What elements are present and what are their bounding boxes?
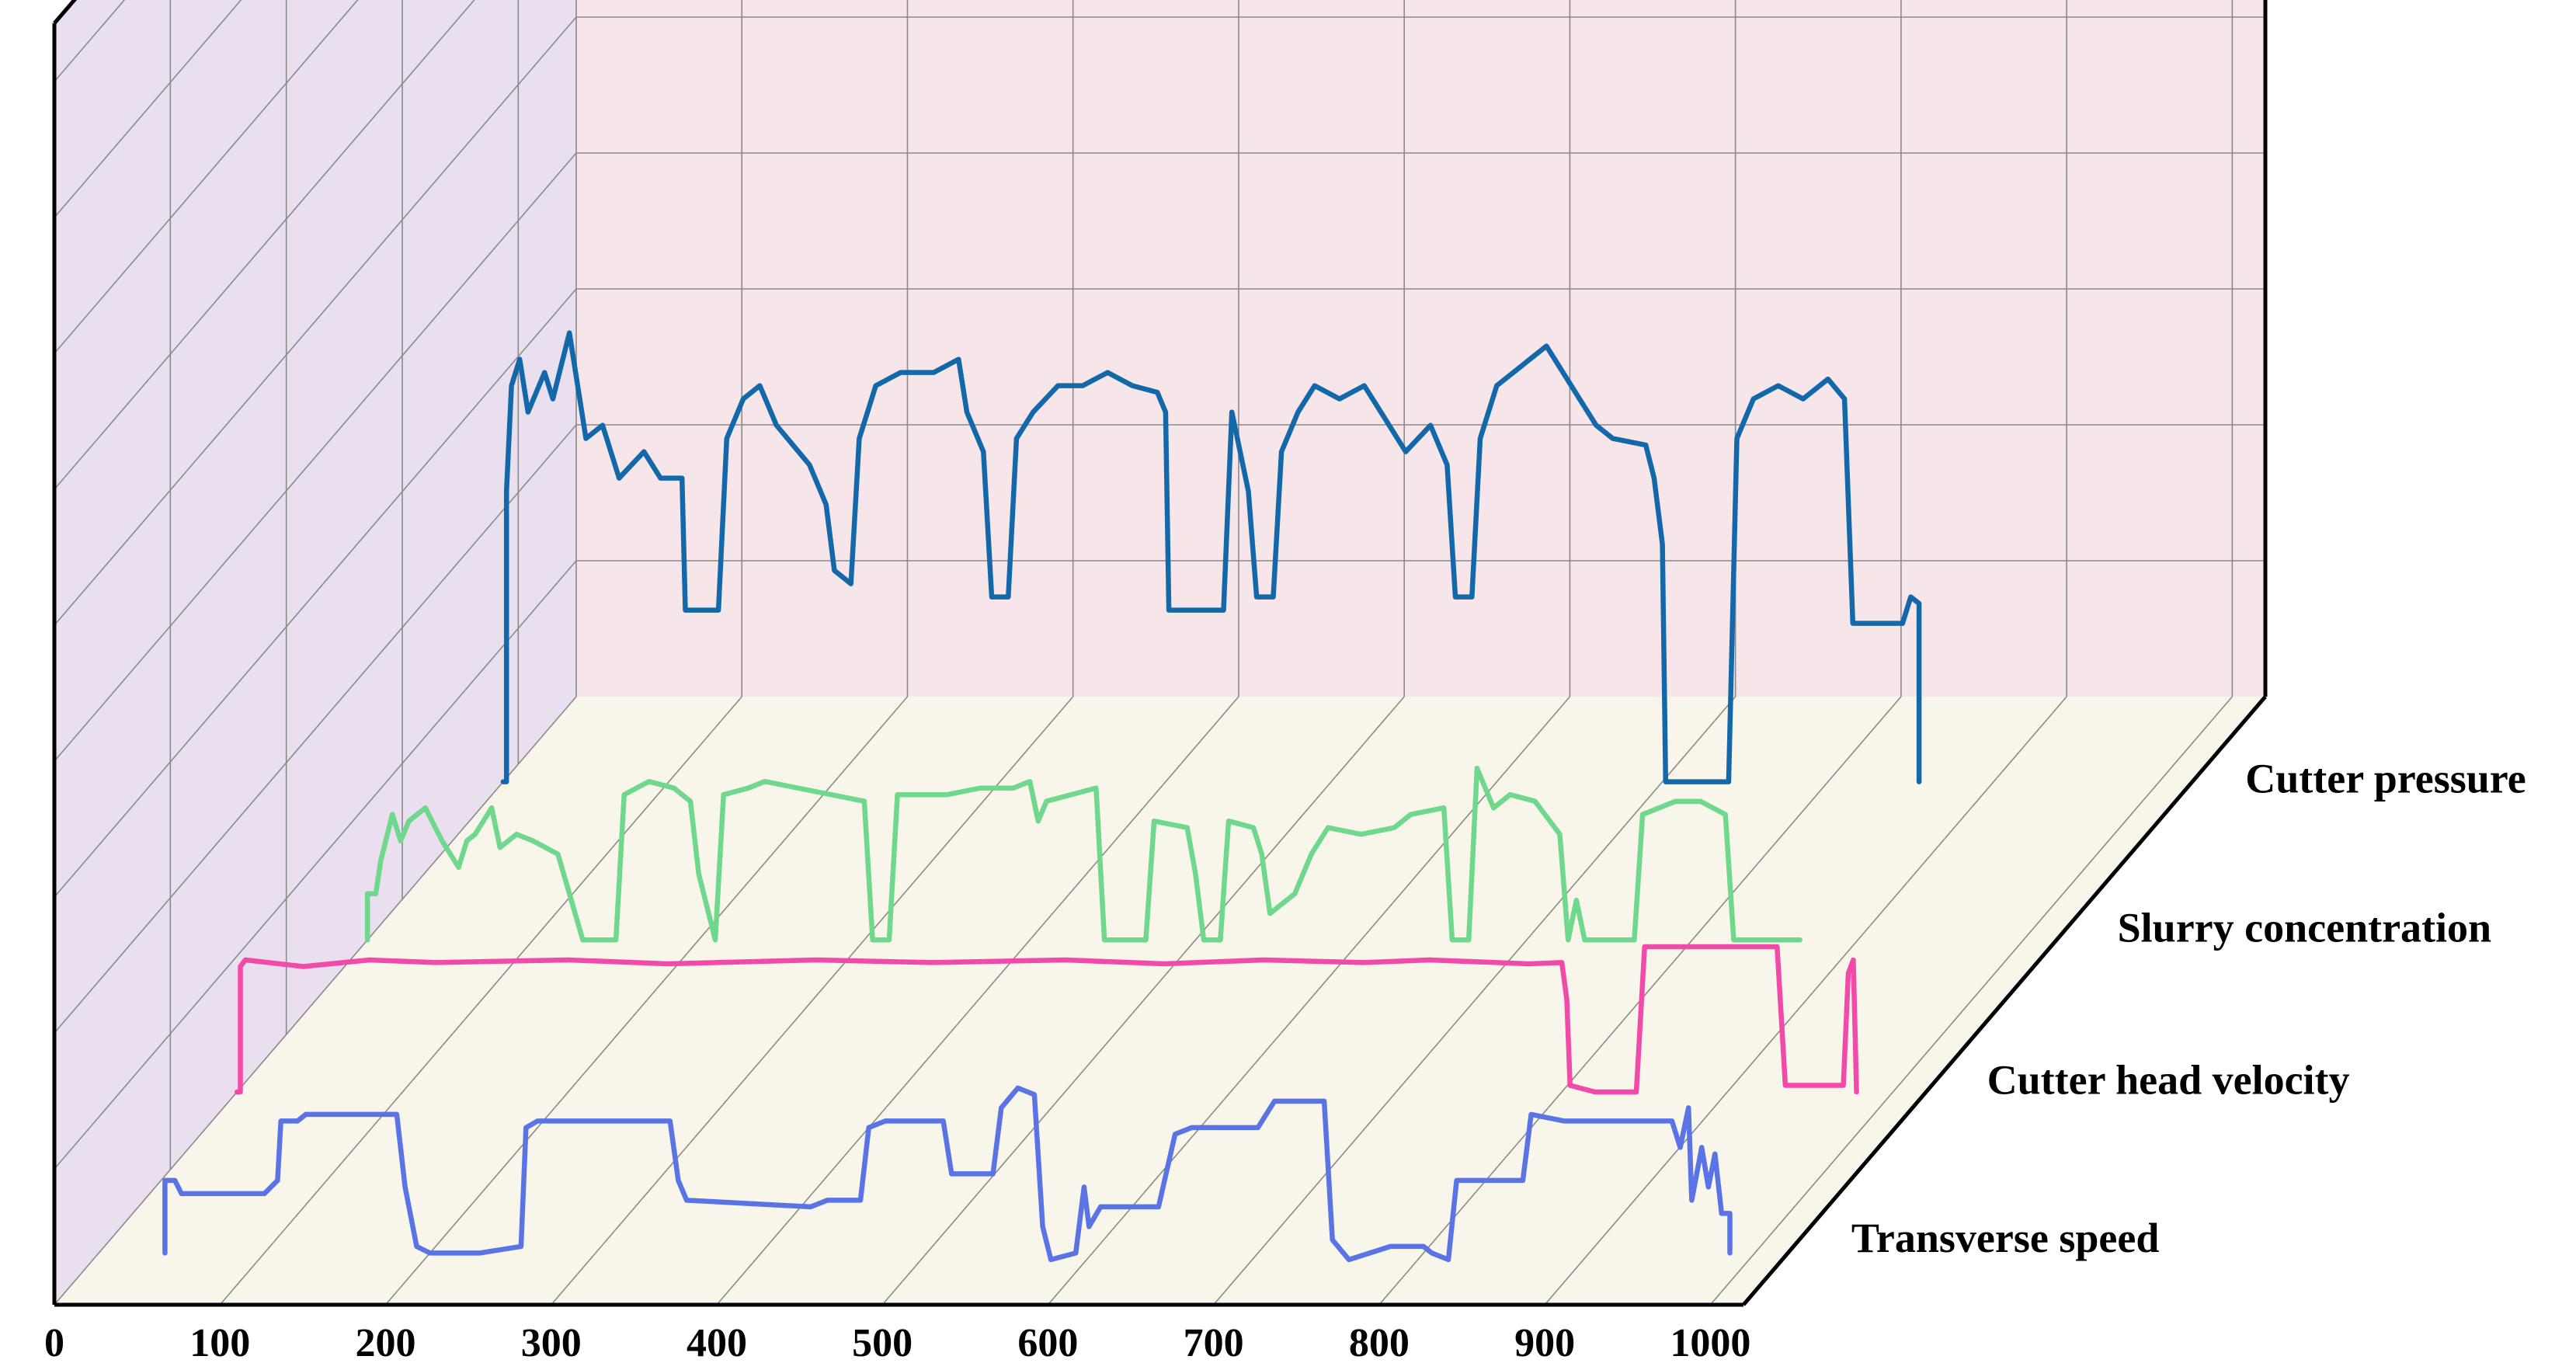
x-tick-label: 300 bbox=[521, 1321, 582, 1365]
grid-line-side-h bbox=[54, 16, 577, 626]
series-label-cutter-head-velocity: Cutter head velocity bbox=[1987, 1056, 2350, 1103]
x-tick-label: 100 bbox=[189, 1321, 250, 1365]
x-tick-label: 800 bbox=[1349, 1321, 1410, 1365]
grid-line-floor bbox=[551, 696, 1074, 1306]
grid-line-floor bbox=[1047, 696, 1571, 1306]
grid-line-floor bbox=[1213, 696, 1736, 1306]
grid-line-floor bbox=[54, 696, 577, 1306]
grid-line-floor bbox=[1709, 696, 2233, 1306]
grid-line-floor bbox=[716, 696, 1239, 1306]
grid-line-side-h bbox=[54, 0, 475, 490]
x-axis-ticks: 0 100 200 300 400 500 600 700 800 900 1000 bbox=[44, 1321, 1750, 1365]
side-wall bbox=[54, 0, 576, 1305]
series-line-transverse-speed bbox=[162, 1085, 1733, 1263]
series-line-cutter-pressure bbox=[500, 330, 1922, 784]
back-wall bbox=[576, 0, 2265, 697]
grid-line-floor bbox=[219, 696, 742, 1306]
series-label-transverse-speed: Transverse speed bbox=[1851, 1215, 2159, 1261]
series-label-cutter-pressure: Cutter pressure bbox=[2245, 756, 2526, 802]
x-tick-label: 500 bbox=[852, 1321, 913, 1365]
series-labels: Transverse speed Cutter head velocity Slur… bbox=[1851, 756, 2526, 1261]
chart-series bbox=[162, 330, 1922, 1263]
grid-line-side-h bbox=[54, 152, 577, 762]
series-label-slurry-concentration: Slurry concentration bbox=[2118, 905, 2491, 951]
grid-line-side-h bbox=[54, 288, 577, 898]
chart-frame bbox=[52, 0, 2268, 1307]
grid-line-side-h bbox=[54, 424, 577, 1034]
x-tick-label: 1000 bbox=[1670, 1321, 1750, 1365]
x-tick-label: 200 bbox=[355, 1321, 415, 1365]
frame-edge bbox=[1742, 695, 2267, 1306]
grid-line-side-h bbox=[54, 560, 577, 1170]
grid-line-floor bbox=[384, 696, 909, 1306]
grid-line-side-h bbox=[54, 0, 242, 218]
floor-plane bbox=[54, 697, 2265, 1305]
x-tick-label: 600 bbox=[1017, 1321, 1078, 1365]
x-tick-label: 900 bbox=[1514, 1321, 1575, 1365]
series-line-cutter-head-velocity bbox=[234, 944, 1859, 1095]
x-tick-label: 0 bbox=[44, 1321, 64, 1365]
chart-walls bbox=[54, 0, 2265, 1305]
grid-line-side-h bbox=[54, 0, 359, 354]
grid-line-floor bbox=[881, 696, 1405, 1306]
x-tick-label: 700 bbox=[1184, 1321, 1244, 1365]
x-tick-label: 400 bbox=[687, 1321, 747, 1365]
series-line-slurry-concentration bbox=[364, 765, 1803, 943]
grid-line-floor bbox=[1544, 696, 2067, 1306]
